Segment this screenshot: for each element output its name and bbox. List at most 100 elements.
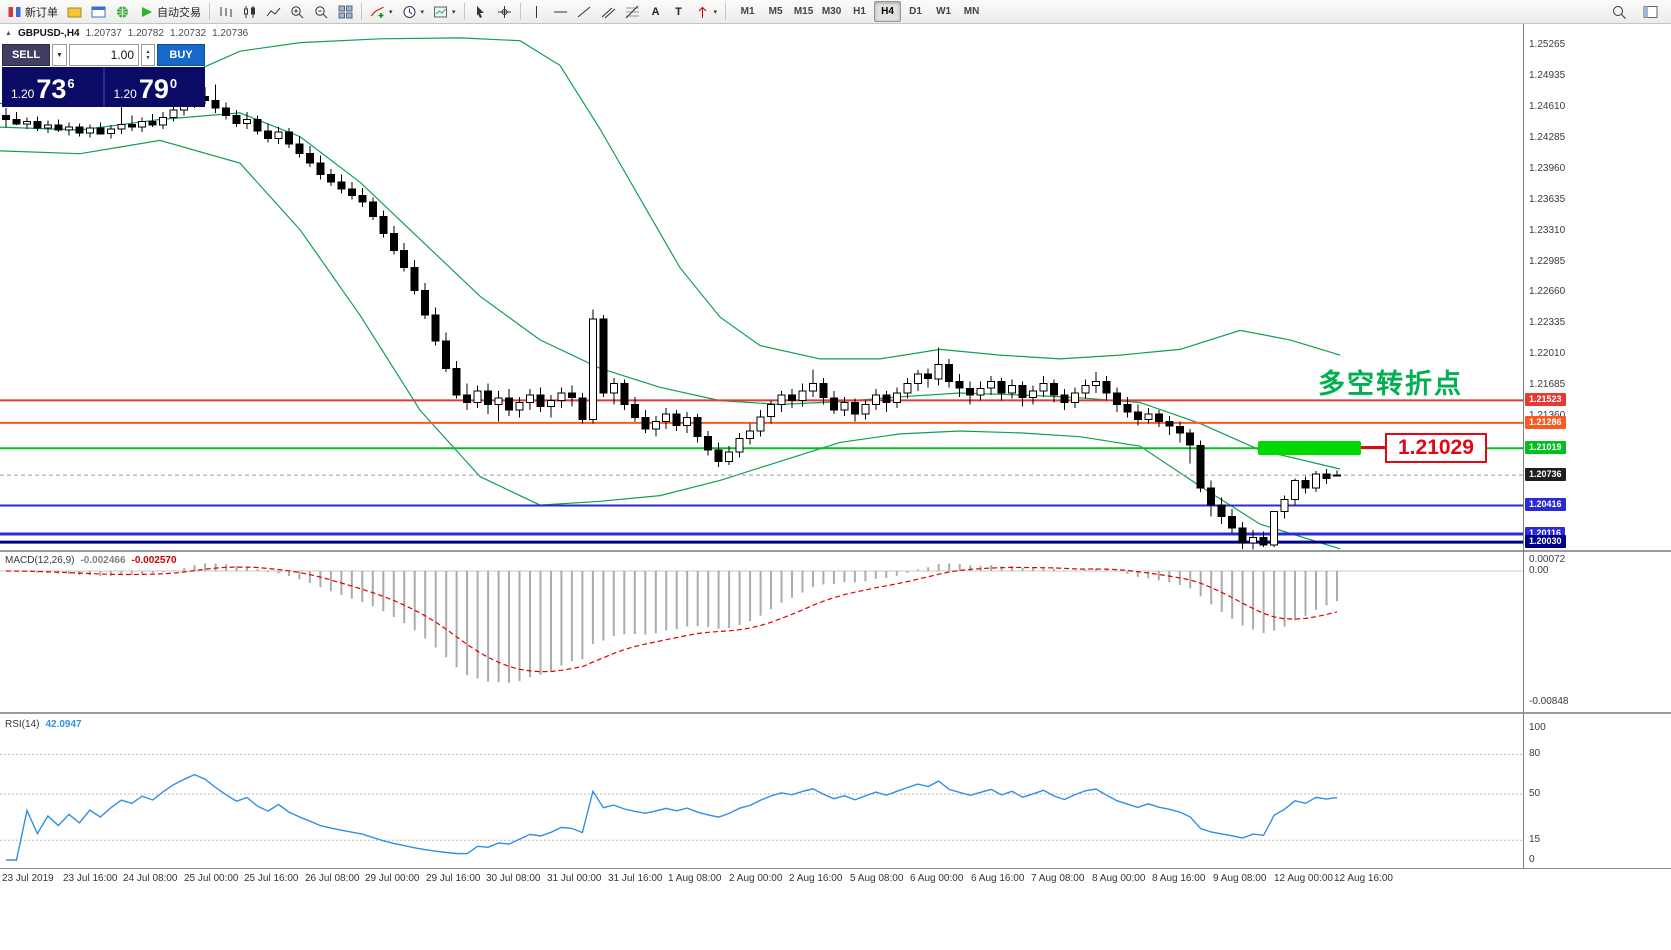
candlestick-chart-icon — [242, 5, 257, 19]
macd-scale-label: -0.00848 — [1529, 696, 1569, 707]
rsi-line — [6, 773, 1338, 861]
indicators-button[interactable]: ▾ — [366, 2, 397, 22]
trendline-tool-button[interactable] — [573, 2, 596, 22]
line-chart-icon — [266, 5, 281, 19]
search-button[interactable] — [1608, 2, 1631, 22]
time-axis-label: 31 Jul 16:00 — [608, 873, 663, 884]
ohlc-low: 1.20732 — [169, 28, 207, 39]
vertical-line-tool-button[interactable] — [525, 2, 548, 22]
dropdown-caret-icon: ▾ — [452, 8, 456, 16]
candlestick-chart-button[interactable] — [238, 2, 261, 22]
rsi-scale-label: 80 — [1529, 748, 1541, 759]
price-badge-1.21286: 1.21286 — [1525, 416, 1566, 429]
time-axis-label: 23 Jul 2019 — [2, 873, 54, 884]
toolbar-separator — [519, 3, 521, 20]
pane-separator[interactable] — [0, 712, 1671, 714]
panels-button[interactable] — [1639, 2, 1662, 22]
navigator-globe-icon — [117, 6, 128, 17]
price-scale-label: 1.24935 — [1529, 70, 1566, 81]
arrows-tool-button[interactable]: ▾ — [691, 2, 722, 22]
timeframe-button-M15[interactable]: M15 — [793, 6, 814, 17]
zoom-out-button[interactable] — [310, 2, 333, 22]
buy-price-pips: 79 — [138, 74, 169, 104]
line-chart-button[interactable] — [262, 2, 285, 22]
price-scale-label: 1.23635 — [1529, 194, 1566, 205]
sell-button[interactable]: SELL — [2, 44, 50, 66]
tile-windows-button[interactable] — [334, 2, 357, 22]
cursor-tool-button[interactable] — [469, 2, 492, 22]
time-axis-label: 8 Aug 00:00 — [1092, 873, 1146, 884]
dropdown-caret-icon: ▾ — [389, 8, 393, 16]
new-order-button[interactable]: 新订单 — [3, 2, 62, 22]
price-scale-label: 1.21360 — [1529, 410, 1565, 421]
market-watch-button[interactable] — [63, 2, 86, 22]
buy-button[interactable]: BUY — [157, 44, 205, 66]
crosshair-tool-button[interactable] — [493, 2, 516, 22]
price-scale-label: 1.24285 — [1529, 132, 1566, 143]
rsi-pane — [0, 753, 1523, 861]
trendline-icon — [577, 5, 592, 19]
data-window-button[interactable] — [87, 2, 110, 22]
callout-connector — [1361, 446, 1385, 449]
horizontal-line-tool-button[interactable] — [549, 2, 572, 22]
main-price-pane — [0, 37, 1523, 550]
price-callout-label[interactable]: 1.21029 — [1385, 433, 1487, 463]
timeframe-button-H1[interactable]: H1 — [853, 6, 866, 17]
macd-header: MACD(12,26,9) -0.002466 -0.002570 — [5, 555, 177, 566]
timeframe-button-D1[interactable]: D1 — [909, 6, 922, 17]
price-scale-label: 1.22010 — [1529, 348, 1566, 359]
timeframe-button-M30[interactable]: M30 — [821, 6, 842, 17]
buy-price[interactable]: 1.20 79 0 — [102, 67, 206, 107]
timeframe-bar: M1 M5 M15 M30 H1 H4 D1 W1 MN — [734, 1, 985, 22]
timeframe-button-M1[interactable]: M1 — [740, 6, 755, 17]
highlight-bar-object[interactable] — [1258, 441, 1361, 455]
channel-tool-button[interactable] — [597, 2, 620, 22]
timeframe-button-MN[interactable]: MN — [963, 6, 980, 17]
data-window-icon — [91, 5, 106, 19]
bar-chart-button[interactable] — [214, 2, 237, 22]
periods-button[interactable]: ▾ — [398, 2, 429, 22]
timeframe-button-H4[interactable]: H4 — [874, 1, 902, 22]
rsi-header: RSI(14) 42.0947 — [5, 719, 82, 730]
turning-point-annotation[interactable]: 多空转折点 — [1318, 369, 1463, 399]
zoom-in-button[interactable] — [286, 2, 309, 22]
sell-price[interactable]: 1.20 73 6 — [2, 67, 103, 107]
bar-chart-icon — [218, 5, 233, 19]
autotrading-button[interactable]: 自动交易 — [135, 2, 205, 22]
label-tool-button[interactable]: T — [668, 2, 690, 22]
pane-separator[interactable] — [0, 550, 1671, 552]
templates-button[interactable]: ▾ — [429, 2, 460, 22]
price-scale-label: 1.22660 — [1529, 286, 1566, 297]
collapse-icon[interactable]: ▲ — [5, 30, 12, 37]
text-tool-button[interactable]: A — [645, 2, 667, 22]
price-scale-label: 1.23310 — [1529, 225, 1566, 236]
buy-price-base: 1.20 — [113, 87, 137, 101]
timeframe-button-W1[interactable]: W1 — [936, 6, 952, 17]
templates-icon — [433, 5, 448, 19]
rsi-name: RSI(14) — [5, 719, 40, 730]
panels-icon — [1643, 5, 1658, 19]
price-badge-1.21523: 1.21523 — [1525, 393, 1566, 406]
macd-main-value: -0.002466 — [80, 555, 126, 566]
spinner-down-icon: ▼ — [145, 55, 151, 61]
price-scale-border — [1523, 24, 1524, 868]
search-icon — [1612, 5, 1627, 19]
arrow-tool-icon — [695, 5, 710, 19]
trade-panel-dropdown[interactable]: ▼ — [52, 44, 67, 66]
price-scale-label: 1.22985 — [1529, 256, 1566, 267]
lot-size-input[interactable]: 1.00 — [69, 44, 139, 66]
time-axis-label: 9 Aug 08:00 — [1213, 873, 1267, 884]
market-watch-icon — [67, 5, 82, 19]
time-axis-label: 8 Aug 16:00 — [1152, 873, 1206, 884]
rsi-scale-label: 0 — [1529, 854, 1535, 865]
text-tool-label: A — [651, 5, 660, 18]
timeframe-button-M5[interactable]: M5 — [768, 6, 783, 17]
macd-signal-value: -0.002570 — [131, 555, 177, 566]
buy-price-point: 0 — [169, 76, 178, 91]
fibonacci-tool-button[interactable] — [621, 2, 644, 22]
crosshair-icon — [497, 5, 511, 18]
lot-size-stepper[interactable]: ▲ ▼ — [141, 44, 155, 66]
price-badge-1.20416: 1.20416 — [1525, 498, 1566, 511]
navigator-button[interactable] — [111, 2, 134, 22]
